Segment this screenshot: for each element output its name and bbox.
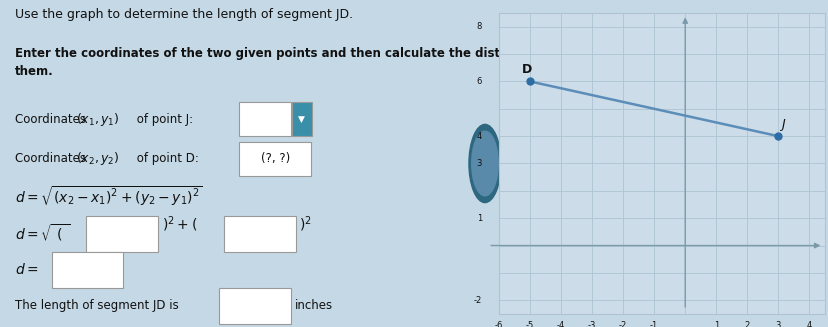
- Text: 8: 8: [476, 22, 481, 31]
- Text: 6: 6: [476, 77, 481, 86]
- Text: 1: 1: [713, 321, 718, 327]
- Text: -5: -5: [525, 321, 533, 327]
- Text: 1: 1: [476, 214, 481, 223]
- Bar: [86, 216, 157, 252]
- Text: of point J:: of point J:: [133, 113, 193, 126]
- Text: $)^2$: $)^2$: [299, 215, 312, 234]
- Text: -6: -6: [494, 321, 503, 327]
- Bar: [239, 142, 310, 176]
- Bar: [291, 102, 312, 136]
- FancyBboxPatch shape: [0, 0, 493, 327]
- Bar: [219, 288, 291, 324]
- Text: -3: -3: [587, 321, 595, 327]
- Text: Use the graph to determine the length of segment JD.: Use the graph to determine the length of…: [15, 8, 353, 21]
- Text: D: D: [522, 63, 532, 76]
- Text: inches: inches: [295, 299, 333, 312]
- Text: of point D:: of point D:: [133, 152, 199, 165]
- Text: (?, ?): (?, ?): [260, 152, 290, 165]
- Text: -2: -2: [619, 321, 627, 327]
- Text: Coordinates: Coordinates: [15, 113, 89, 126]
- Text: $(x_2, y_2)$: $(x_2, y_2)$: [76, 150, 120, 167]
- Text: $d=\sqrt{\left(x_2-x_1\right)^2+\left(y_2-y_1\right)^2}$: $d=\sqrt{\left(x_2-x_1\right)^2+\left(y_…: [15, 184, 202, 208]
- Bar: [224, 216, 296, 252]
- Text: $d=$: $d=$: [15, 262, 38, 277]
- Text: J: J: [781, 118, 784, 131]
- Text: -1: -1: [649, 321, 657, 327]
- Bar: [239, 102, 291, 136]
- Text: $(x_1, y_1)$: $(x_1, y_1)$: [76, 111, 120, 128]
- Circle shape: [469, 124, 500, 203]
- Text: The length of segment JD is: The length of segment JD is: [15, 299, 178, 312]
- Text: Enter the coordinates of the two given points and then calculate the distance be: Enter the coordinates of the two given p…: [15, 47, 592, 78]
- Circle shape: [471, 131, 498, 196]
- Text: $)^2+(\ $: $)^2+(\ $: [161, 215, 197, 234]
- Text: 4: 4: [476, 132, 481, 141]
- Text: Coordinates: Coordinates: [15, 152, 89, 165]
- Text: $d=\sqrt{\ (\ }$: $d=\sqrt{\ (\ }$: [15, 223, 70, 244]
- Text: -4: -4: [556, 321, 565, 327]
- Bar: [51, 252, 123, 288]
- Text: 3: 3: [775, 321, 780, 327]
- Text: -2: -2: [473, 296, 481, 305]
- Text: 2: 2: [744, 321, 749, 327]
- Text: 4: 4: [806, 321, 811, 327]
- Text: ▼: ▼: [298, 115, 305, 124]
- Text: 3: 3: [476, 159, 481, 168]
